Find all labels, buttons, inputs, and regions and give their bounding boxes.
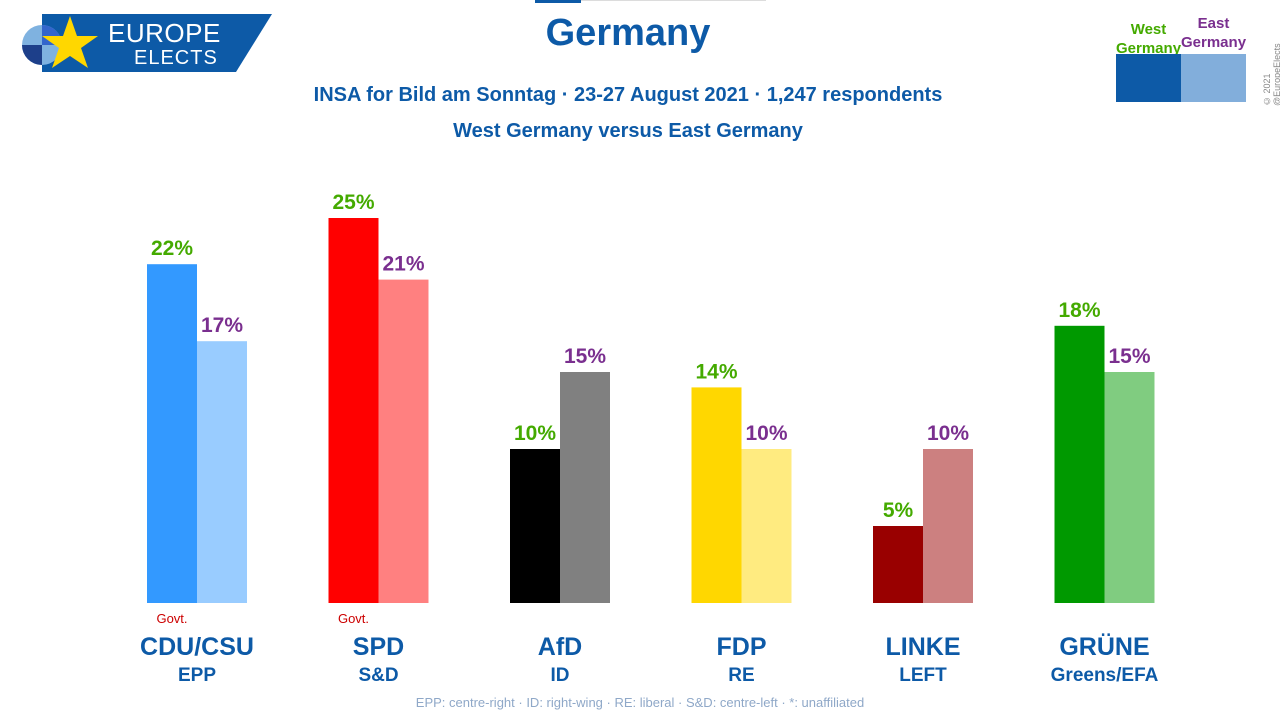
group-label-cdu-csu: EPP — [178, 665, 216, 686]
legend-west-swatch — [1116, 54, 1181, 102]
bar-fdp-west — [691, 387, 742, 603]
chart-legend: West Germany East Germany — [1116, 14, 1246, 102]
data-label-linke-west: 5% — [883, 499, 914, 522]
bar-cdu-csu-west — [147, 264, 197, 603]
top-accent-bar — [535, 0, 581, 3]
group-footnote: EPP: centre-right · ID: right-wing · RE:… — [415, 695, 865, 710]
party-label-linke: LINKE — [886, 633, 961, 661]
data-label-afd-west: 10% — [514, 422, 556, 445]
group-label-afd: ID — [551, 665, 570, 686]
bar-spd-west — [328, 218, 379, 603]
bar-linke-west — [873, 526, 923, 603]
govt-label-spd: Govt. — [338, 611, 369, 626]
data-label-fdp-west: 14% — [695, 360, 737, 383]
bar-gr-ne-west — [1054, 325, 1105, 603]
bar-afd-west — [510, 449, 560, 603]
group-label-gr-ne: Greens/EFA — [1051, 665, 1159, 686]
logo-text-europe: EUROPE — [108, 18, 221, 48]
data-label-linke-east: 10% — [927, 422, 969, 445]
bar-afd-east — [560, 372, 610, 603]
group-label-linke: LEFT — [899, 665, 947, 686]
govt-label-cdu-csu: Govt. — [156, 611, 187, 626]
logo-text-elects: ELECTS — [134, 47, 218, 69]
data-label-gr-ne-west: 18% — [1058, 299, 1100, 322]
group-label-fdp: RE — [728, 665, 754, 686]
legend-west-label: West Germany — [1116, 21, 1182, 57]
bar-cdu-csu-east — [197, 341, 247, 603]
data-label-afd-east: 15% — [564, 345, 606, 368]
data-label-fdp-east: 10% — [745, 422, 787, 445]
top-divider-line — [581, 0, 766, 1]
party-label-cdu-csu: CDU/CSU — [140, 633, 254, 661]
bar-spd-east — [378, 279, 429, 603]
party-label-afd: AfD — [538, 633, 582, 661]
data-label-spd-west: 25% — [332, 191, 374, 214]
party-label-spd: SPD — [353, 633, 404, 661]
data-label-cdu-csu-east: 17% — [201, 314, 243, 337]
page-title: Germany — [545, 12, 711, 54]
group-label-spd: S&D — [358, 665, 398, 686]
bar-fdp-east — [741, 449, 792, 603]
bar-gr-ne-east — [1104, 372, 1155, 603]
party-label-fdp: FDP — [717, 633, 767, 661]
data-label-cdu-csu-west: 22% — [151, 237, 193, 260]
legend-east-label: East Germany — [1181, 15, 1247, 51]
party-label-gr-ne: GRÜNE — [1059, 632, 1149, 661]
europe-elects-logo: EUROPE ELECTS — [22, 14, 272, 72]
bar-linke-east — [923, 449, 973, 603]
legend-east-swatch — [1181, 54, 1246, 102]
logo-graphic — [22, 14, 272, 72]
data-label-gr-ne-east: 15% — [1108, 345, 1150, 368]
comparison-subtitle: West Germany versus East Germany — [453, 120, 803, 142]
poll-subtitle: INSA for Bild am Sonntag · 23-27 August … — [313, 84, 943, 106]
data-label-spd-east: 21% — [382, 253, 424, 276]
